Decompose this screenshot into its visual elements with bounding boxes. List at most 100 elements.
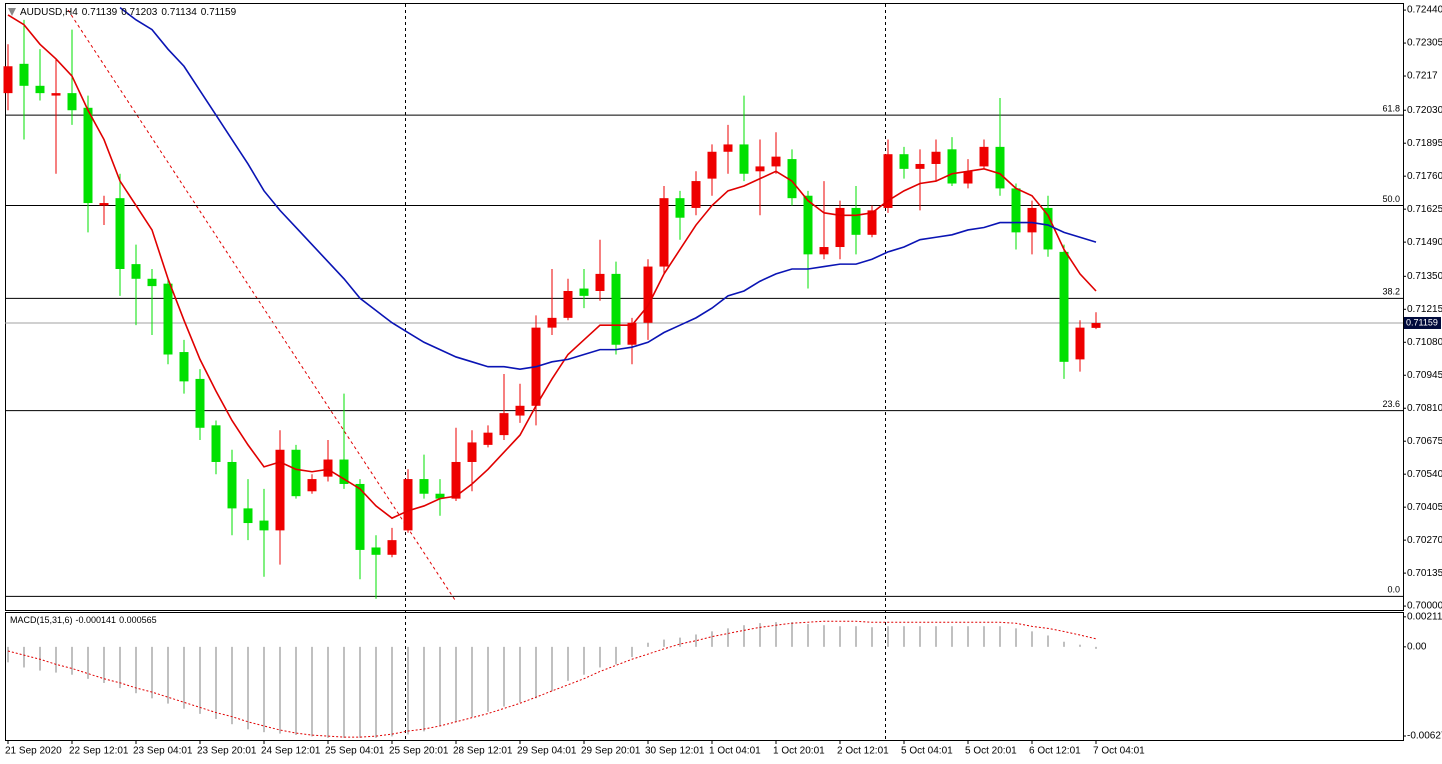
- chart-header: AUDUSD,H4 0.71139 0.71203 0.71134 0.71159: [20, 7, 237, 18]
- candle-body: [499, 413, 509, 436]
- x-tick-label: 24 Sep 12:01: [261, 746, 321, 757]
- candle-body: [787, 159, 797, 199]
- x-tick-label: 1 Oct 04:01: [709, 746, 761, 757]
- candle-body: [99, 203, 109, 206]
- y-tick-label: 0.70945: [1407, 370, 1442, 381]
- candle-body: [963, 171, 973, 184]
- macd-signal: [7, 620, 1097, 738]
- x-tick-label: 29 Sep 20:01: [581, 746, 641, 757]
- candle-body: [819, 247, 829, 255]
- macd-pane-frame: [5, 612, 1404, 741]
- macd-header: MACD(15,31,6) -0.000141 0.000565: [10, 615, 157, 625]
- y-tick-label: 0.71760: [1407, 171, 1442, 182]
- candle-body: [179, 352, 189, 382]
- x-tick-label: 23 Sep 20:01: [197, 746, 257, 757]
- y-tick-label: 0.70810: [1407, 403, 1442, 414]
- candle-body: [627, 322, 637, 345]
- ohlc-value: 0.71203: [121, 7, 158, 18]
- y-tick-label: 0.71895: [1407, 138, 1442, 149]
- candle-body: [1075, 327, 1085, 360]
- x-tick-label: 1 Oct 20:01: [773, 746, 825, 757]
- ohlc-value: 0.71134: [161, 7, 197, 18]
- candle-body: [771, 156, 781, 167]
- fib-level-label: 38.2: [1382, 287, 1400, 297]
- candle-body: [995, 146, 1005, 189]
- x-tick-label: 30 Sep 12:01: [645, 746, 705, 757]
- candle-body: [147, 278, 157, 287]
- candle-body: [387, 540, 397, 555]
- moving-average: [7, 14, 1097, 520]
- y-tick-label: 0.71490: [1407, 237, 1442, 248]
- candle-body: [83, 107, 93, 204]
- y-tick-label: 0.70675: [1407, 436, 1442, 447]
- y-tick-label: -0.00627: [1407, 731, 1442, 742]
- candle-body: [211, 425, 221, 462]
- candle-body: [195, 378, 205, 428]
- candle-body: [67, 93, 77, 111]
- y-tick-label: 0.00211: [1407, 611, 1442, 622]
- candle-body: [547, 317, 557, 328]
- y-tick-label: 0.71350: [1407, 271, 1442, 282]
- y-tick-label: 0.00: [1407, 641, 1427, 652]
- candle-body: [931, 151, 941, 164]
- x-tick-label: 7 Oct 04:01: [1093, 746, 1145, 757]
- y-tick-label: 0.7217: [1407, 71, 1438, 82]
- y-tick-label: 0.72030: [1407, 105, 1442, 116]
- candle-body: [835, 207, 845, 248]
- y-tick-label: 0.70405: [1407, 502, 1442, 513]
- x-tick-label: 6 Oct 12:01: [1029, 746, 1081, 757]
- candle-body: [291, 449, 301, 497]
- candle-body: [643, 266, 653, 323]
- y-tick-label: 0.70135: [1407, 568, 1442, 579]
- candle-body: [1043, 207, 1053, 250]
- moving-average: [119, 7, 1097, 370]
- candle-body: [947, 149, 957, 184]
- y-tick-label: 0.70270: [1407, 535, 1442, 546]
- candle-body: [915, 163, 925, 169]
- y-tick-label: 0.71625: [1407, 204, 1442, 215]
- candle-body: [739, 144, 749, 174]
- y-tick-label: 0.72305: [1407, 38, 1442, 49]
- candle-body: [419, 479, 429, 494]
- symbol-icon: [8, 8, 16, 16]
- x-tick-label: 2 Oct 12:01: [837, 746, 889, 757]
- candle-body: [3, 66, 13, 94]
- x-tick-label: 5 Oct 04:01: [901, 746, 953, 757]
- fib-level-label: 23.6: [1382, 399, 1400, 409]
- candle-body: [579, 288, 589, 296]
- candle-body: [723, 144, 733, 152]
- y-tick-label: 0.71215: [1407, 304, 1442, 315]
- x-tick-label: 5 Oct 20:01: [965, 746, 1017, 757]
- candle-body: [707, 151, 717, 179]
- y-tick-label: 0.71080: [1407, 337, 1442, 348]
- x-tick-label: 25 Sep 20:01: [389, 746, 449, 757]
- candle-body: [451, 461, 461, 499]
- candle-body: [755, 166, 765, 172]
- fib-level-label: 61.8: [1382, 103, 1400, 113]
- x-tick-label: 21 Sep 2020: [5, 746, 62, 757]
- candle-body: [1011, 188, 1021, 233]
- candle-body: [515, 405, 525, 416]
- candle-body: [467, 442, 477, 462]
- y-tick-label: 0.70000: [1407, 601, 1442, 612]
- y-tick-label: 0.72440: [1407, 5, 1442, 16]
- ohlc-value: 0.71139: [82, 7, 118, 18]
- candle-body: [883, 154, 893, 208]
- fib-level-label: 50.0: [1382, 194, 1400, 204]
- candle-body: [243, 508, 253, 524]
- candle-body: [19, 63, 29, 86]
- candle-body: [611, 273, 621, 345]
- candle-body: [659, 198, 669, 267]
- price-label-box: [1404, 316, 1441, 329]
- candle-body: [691, 181, 701, 208]
- candle-body: [803, 195, 813, 255]
- ohlc-value: 0.71159: [201, 7, 237, 18]
- candle-body: [371, 547, 381, 555]
- candle-body: [403, 479, 413, 531]
- signal-value: 0.000565: [119, 615, 157, 625]
- macd-value: -0.000141: [76, 615, 117, 625]
- candle-body: [1059, 251, 1069, 362]
- candle-body: [563, 290, 573, 318]
- x-tick-label: 22 Sep 12:01: [69, 746, 129, 757]
